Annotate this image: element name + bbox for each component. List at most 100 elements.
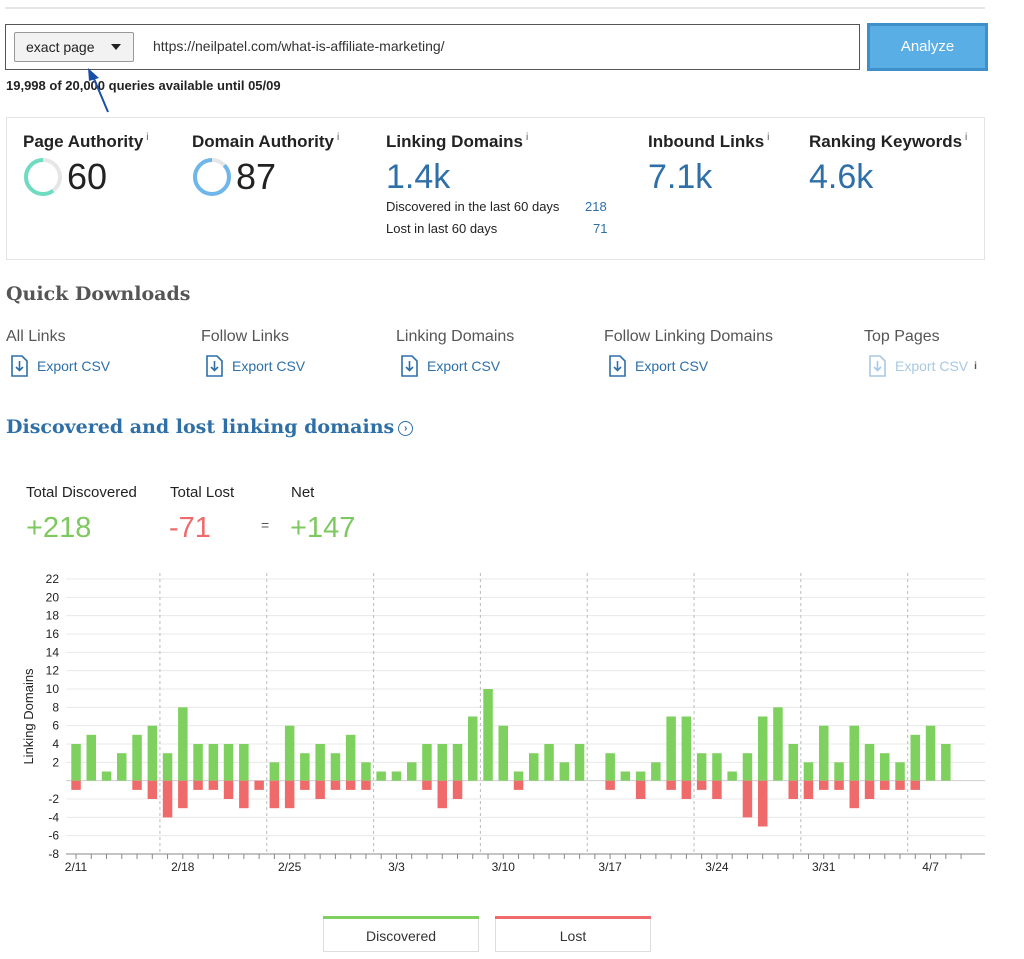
export-csv-link[interactable]: Export CSV	[608, 355, 773, 377]
y-tick-label: 12	[46, 664, 60, 678]
download-label: All Links	[6, 328, 66, 345]
bar-discovered	[483, 689, 493, 781]
chevron-right-circle-icon[interactable]: ›	[398, 420, 414, 436]
y-tick-label: 4	[52, 737, 59, 751]
page-authority-metric: Page Authority i 60	[23, 132, 149, 198]
discovered-lost-title-text: Discovered and lost linking domains	[6, 416, 395, 438]
bar-discovered	[666, 716, 676, 781]
bar-lost	[162, 780, 173, 818]
bar-discovered	[712, 753, 722, 781]
download-file-icon	[401, 355, 418, 377]
bar-discovered	[834, 762, 844, 781]
domain-authority-label: Domain Authority	[192, 132, 334, 151]
bar-lost	[712, 780, 722, 799]
total-discovered-label: Total Discovered	[26, 484, 137, 501]
bar-lost	[315, 780, 325, 799]
export-csv-link[interactable]: Export CSV	[400, 355, 514, 377]
info-icon[interactable]: i	[146, 132, 149, 144]
bar-lost	[330, 780, 341, 790]
x-tick-label: 2/11	[65, 860, 88, 874]
net-value: +147	[290, 512, 356, 544]
bar-discovered	[361, 762, 371, 781]
legend-discovered-label: Discovered	[365, 928, 437, 944]
bar-lost	[269, 780, 280, 809]
bar-discovered	[849, 725, 859, 781]
analyze-button[interactable]: Analyze	[867, 23, 988, 71]
discovered-60-label: Discovered in the last 60 days	[386, 199, 560, 214]
page-authority-ring-icon	[24, 158, 62, 196]
y-tick-label: 8	[52, 700, 59, 714]
bar-lost	[193, 780, 203, 790]
match-mode-label: exact page	[26, 39, 95, 55]
download-file-icon	[206, 355, 223, 377]
bar-discovered	[193, 744, 203, 781]
bar-discovered	[269, 762, 280, 781]
equals-sign: =	[261, 517, 270, 533]
bar-discovered	[941, 744, 951, 781]
url-search-box[interactable]: exact page https://neilpatel.com/what-is…	[5, 24, 860, 70]
bar-discovered	[284, 725, 295, 781]
discovered-lost-title[interactable]: Discovered and lost linking domains ›	[6, 416, 414, 438]
export-csv-link[interactable]: Export CSV	[205, 355, 305, 377]
info-icon[interactable]: i	[767, 132, 770, 144]
match-mode-select[interactable]: exact page	[14, 32, 134, 62]
info-icon[interactable]: i	[965, 132, 968, 144]
bar-discovered	[910, 734, 920, 781]
bar-lost	[208, 780, 219, 790]
total-discovered-value: +218	[26, 512, 92, 544]
bar-discovered	[559, 762, 570, 781]
total-lost-value: -71	[169, 512, 211, 544]
bar-discovered	[925, 725, 936, 781]
bar-discovered	[529, 753, 539, 781]
download-follow-linking-domains: Follow Linking Domains Export CSV	[604, 328, 773, 377]
quick-downloads-title: Quick Downloads	[6, 283, 191, 305]
download-label: Linking Domains	[396, 328, 515, 345]
bar-discovered	[330, 753, 341, 781]
legend-lost[interactable]: Lost	[495, 916, 651, 952]
bar-lost	[819, 780, 829, 790]
bar-discovered	[864, 744, 875, 781]
bar-discovered	[819, 725, 829, 781]
bar-discovered	[452, 744, 463, 781]
bar-lost	[284, 780, 295, 809]
export-csv-label: Export CSV	[427, 358, 501, 374]
y-tick-label: -6	[48, 829, 59, 843]
queries-remaining: 19,998 of 20,000 queries available until…	[6, 78, 281, 93]
total-lost-label: Total Lost	[170, 484, 235, 501]
bar-discovered	[71, 744, 81, 781]
bar-lost	[681, 780, 692, 799]
bar-lost	[880, 780, 890, 790]
url-input[interactable]: https://neilpatel.com/what-is-affiliate-…	[153, 38, 445, 54]
legend-discovered[interactable]: Discovered	[323, 916, 479, 952]
bar-lost	[834, 780, 844, 790]
legend-lost-label: Lost	[559, 928, 587, 944]
metrics-panel: Page Authority i 60 Domain Authority i 87 …	[6, 117, 985, 260]
bar-discovered	[696, 753, 707, 781]
caret-down-icon	[111, 44, 121, 50]
x-tick-label: 4/7	[922, 860, 939, 874]
discovered-60-value[interactable]: 218	[585, 199, 607, 214]
x-tick-label: 3/17	[598, 860, 622, 874]
bar-lost	[147, 780, 158, 799]
bar-lost	[895, 780, 905, 790]
bar-discovered	[178, 707, 188, 781]
bar-lost	[696, 780, 707, 790]
y-axis-title: Linking Domains	[21, 668, 36, 765]
info-icon[interactable]: i	[336, 132, 340, 144]
bar-discovered	[803, 762, 814, 781]
domain-authority-metric: Domain Authority i 87	[192, 132, 339, 198]
bar-discovered	[620, 771, 631, 781]
info-icon[interactable]: i	[974, 360, 977, 372]
bar-lost	[71, 780, 81, 790]
x-tick-label: 3/31	[812, 860, 836, 874]
export-csv-link[interactable]: Export CSV	[10, 355, 110, 377]
bar-lost	[132, 780, 142, 790]
discovered-lost-chart: 22 20 18 16 14 12 10 8 6 4 2 -2 -4 -6 -8 2/11 2/18 2/25 3/…	[21, 572, 985, 874]
bar-discovered	[117, 753, 127, 781]
page-authority-value: 60	[67, 156, 108, 197]
bar-discovered	[132, 734, 142, 781]
lost-60-value[interactable]: 71	[593, 221, 608, 236]
info-icon[interactable]: i	[525, 132, 529, 144]
download-follow-links: Follow Links Export CSV	[201, 328, 305, 377]
download-label: Follow Linking Domains	[604, 328, 773, 345]
